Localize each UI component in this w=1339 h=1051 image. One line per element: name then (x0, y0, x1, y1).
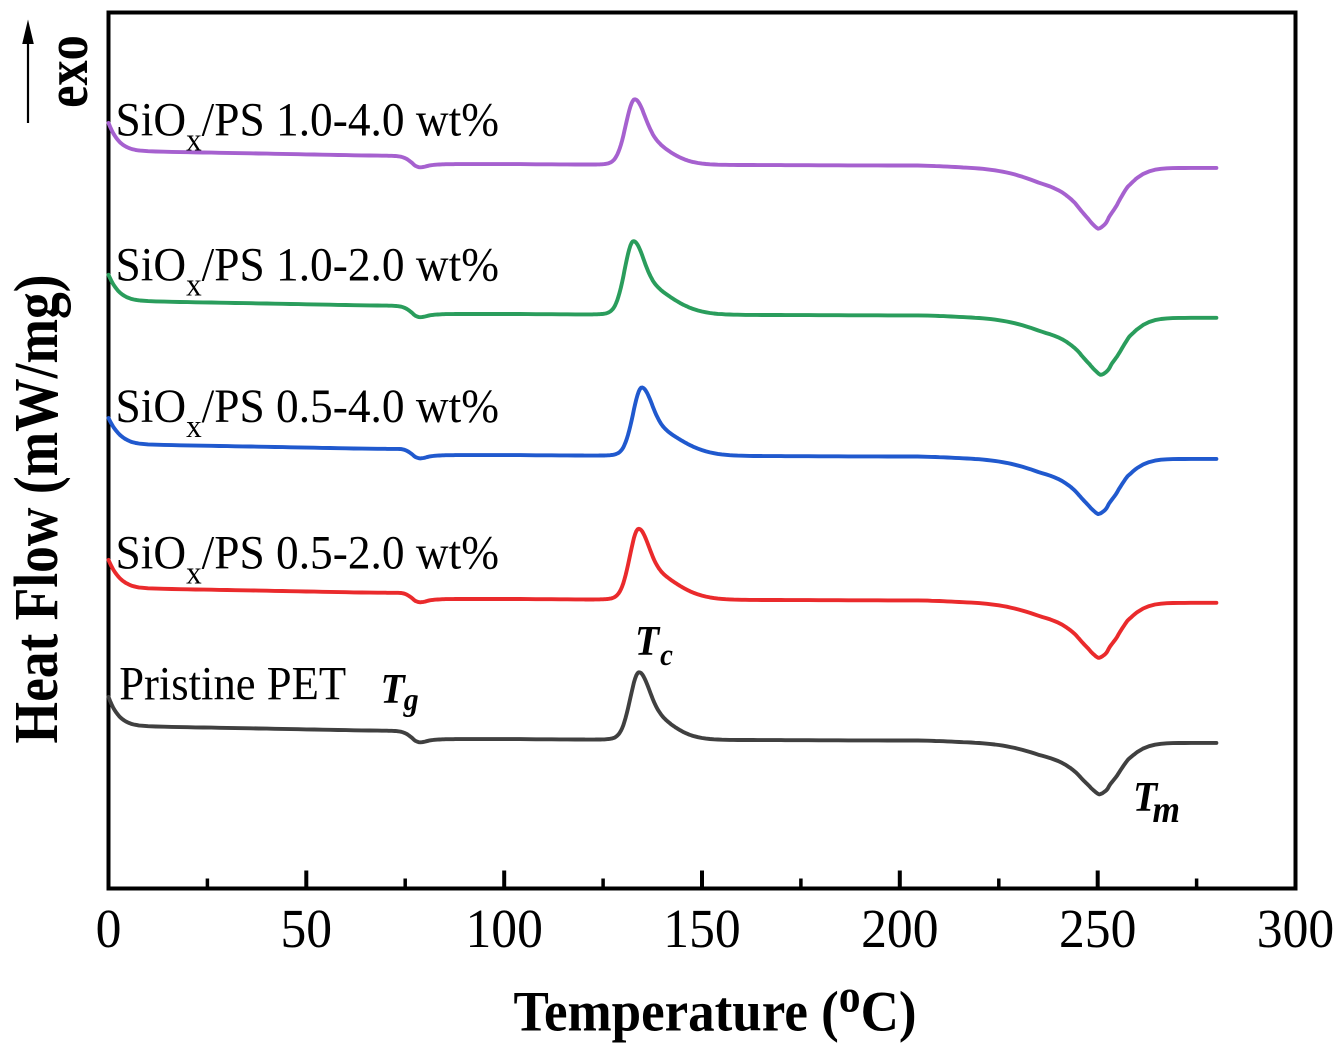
svg-text:Pristine PET: Pristine PET (119, 658, 346, 711)
svg-text:200: 200 (861, 897, 938, 959)
svg-text:250: 250 (1059, 897, 1136, 959)
svg-text:exo: exo (34, 35, 100, 108)
svg-text:150: 150 (663, 897, 740, 959)
svg-text:50: 50 (280, 897, 332, 959)
svg-text:100: 100 (465, 897, 542, 959)
svg-text:0: 0 (96, 897, 122, 959)
svg-text:Heat Flow (mW/mg): Heat Flow (mW/mg) (1, 275, 71, 744)
svg-text:300: 300 (1257, 897, 1334, 959)
svg-text:Tg: Tg (381, 665, 419, 718)
